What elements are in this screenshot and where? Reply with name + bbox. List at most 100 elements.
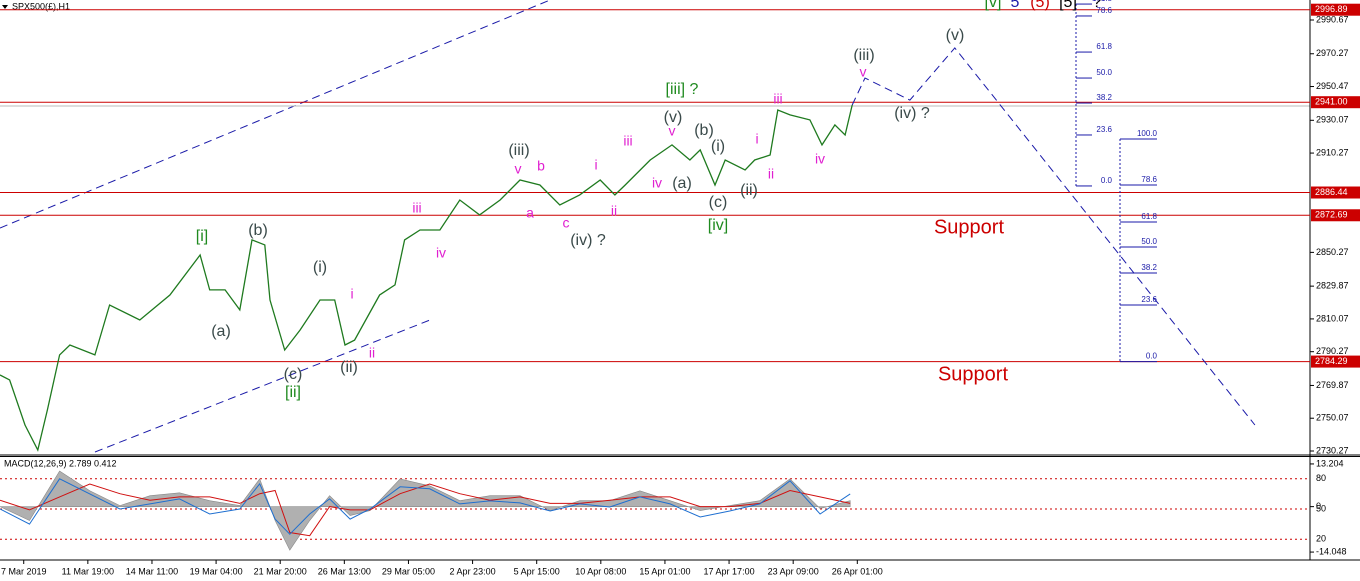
wave-label: ?	[1093, 0, 1102, 11]
x-tick-label: 15 Apr 01:00	[639, 566, 690, 576]
wave-label: v	[860, 64, 867, 80]
wave-label: i	[755, 131, 758, 147]
wave-label: iii	[773, 91, 782, 107]
trend-line	[0, 0, 551, 229]
trend-line	[94, 319, 431, 453]
level-label: 2784.29	[1315, 356, 1348, 366]
y-tick-label: 2970.27	[1316, 48, 1349, 58]
level-label: 2872.69	[1315, 210, 1348, 220]
wave-label: (iii)	[853, 47, 874, 64]
chart-title: SPX500(£),H1	[12, 1, 70, 11]
level-label: 2886.44	[1315, 187, 1348, 197]
fib-label: 23.6	[1141, 295, 1157, 304]
x-tick-label: 26 Apr 01:00	[832, 566, 883, 576]
wave-label: i	[350, 286, 353, 302]
y-tick-label: 2730.27	[1316, 445, 1349, 455]
y-tick-label: 2990.67	[1316, 14, 1349, 24]
wave-label: (b)	[694, 122, 714, 139]
fib-label: 78.6	[1096, 6, 1112, 15]
x-tick-label: 23 Apr 09:00	[768, 566, 819, 576]
wave-label: [iv]	[708, 217, 728, 234]
wave-label: v	[669, 123, 676, 139]
macd-area	[0, 470, 851, 551]
wave-label: ii	[768, 166, 774, 182]
level-label: 2996.89	[1315, 4, 1348, 14]
wave-label: [ii]	[285, 384, 301, 401]
wave-label: (iv) ?	[570, 232, 606, 249]
y2-tick-label: 80	[1316, 473, 1326, 483]
y2-tick-label: 50	[1316, 503, 1326, 513]
wave-label: (iii)	[508, 142, 529, 159]
y-tick-label: 2850.27	[1316, 247, 1349, 257]
wave-label: iii	[623, 133, 632, 149]
level-tag	[1311, 209, 1360, 222]
indicator-line	[0, 483, 851, 537]
wave-label: b	[537, 158, 545, 174]
wave-label: a	[526, 205, 534, 221]
dropdown-icon	[2, 5, 8, 9]
fib-label: 61.8	[1096, 42, 1112, 51]
level-tag	[1311, 3, 1360, 16]
x-tick-label: 21 Mar 20:00	[254, 566, 307, 576]
indicator-line	[0, 478, 851, 535]
wave-label: Support	[934, 216, 1004, 238]
x-tick-label: 10 Apr 08:00	[575, 566, 626, 576]
wave-label: (b)	[248, 222, 268, 239]
wave-label: (v)	[946, 27, 965, 44]
projection-line	[851, 47, 1256, 426]
wave-label: (a)	[211, 323, 231, 340]
price-line	[0, 104, 853, 452]
wave-label: iv	[815, 151, 825, 167]
wave-label: (v)	[664, 109, 683, 126]
y-tick-label: -14.048	[1316, 546, 1347, 556]
fib-label: 38.2	[1096, 93, 1112, 102]
wave-label: (ii)	[740, 182, 758, 199]
level-tag	[1311, 96, 1360, 109]
x-tick-label: 29 Mar 05:00	[382, 566, 435, 576]
wave-label: (5)	[1030, 0, 1050, 11]
wave-label: [iii] ?	[666, 81, 699, 98]
y-tick-label: 0	[1316, 501, 1321, 511]
level-tag	[1311, 186, 1360, 199]
wave-label: [v]	[985, 0, 1002, 11]
wave-label: (iv) ?	[894, 105, 930, 122]
x-tick-label: 11 Mar 19:00	[62, 566, 114, 576]
x-tick-label: 26 Mar 13:00	[318, 566, 371, 576]
level-label: 2941.00	[1315, 97, 1348, 107]
wave-label: [5]	[1059, 0, 1077, 11]
wave-label: (i)	[313, 259, 327, 276]
wave-label: (ii)	[340, 359, 358, 376]
x-tick-label: 19 Mar 04:00	[190, 566, 243, 576]
x-tick-label: 17 Apr 17:00	[704, 566, 755, 576]
fib-label: 61.8	[1141, 212, 1157, 221]
fib-label: 50.0	[1096, 68, 1112, 77]
y-tick-label: 2829.87	[1316, 281, 1349, 291]
fib-label: 0.0	[1101, 176, 1113, 185]
wave-label: 5	[1011, 0, 1020, 11]
wave-label: Support	[938, 363, 1008, 385]
wave-label: (a)	[672, 175, 692, 192]
wave-label: (i)	[711, 138, 725, 155]
y-tick-label: 2930.07	[1316, 115, 1349, 125]
wave-label: (c)	[709, 194, 728, 211]
x-tick-label: 2 Apr 23:00	[450, 566, 496, 576]
wave-label: [i]	[196, 228, 208, 245]
wave-label: ii	[611, 203, 617, 219]
y-tick-label: 2750.07	[1316, 413, 1349, 423]
fib-label: 161.8	[1092, 0, 1113, 3]
wave-label: i	[594, 157, 597, 173]
wave-label: ii	[369, 345, 375, 361]
wave-label: iv	[652, 175, 662, 191]
level-tag	[1311, 355, 1360, 368]
wave-label: iii	[412, 200, 421, 216]
wave-label: v	[515, 161, 522, 177]
wave-label: c	[563, 215, 570, 231]
fib-label: 0.0	[1146, 352, 1158, 361]
y-tick-label: 2810.07	[1316, 313, 1349, 323]
x-tick-label: 7 Mar 2019	[1, 566, 47, 576]
y-tick-label: 13.204	[1316, 458, 1344, 468]
fib-label: 100.0	[1137, 129, 1158, 138]
x-tick-label: 5 Apr 15:00	[514, 566, 560, 576]
x-tick-label: 14 Mar 11:00	[126, 566, 178, 576]
